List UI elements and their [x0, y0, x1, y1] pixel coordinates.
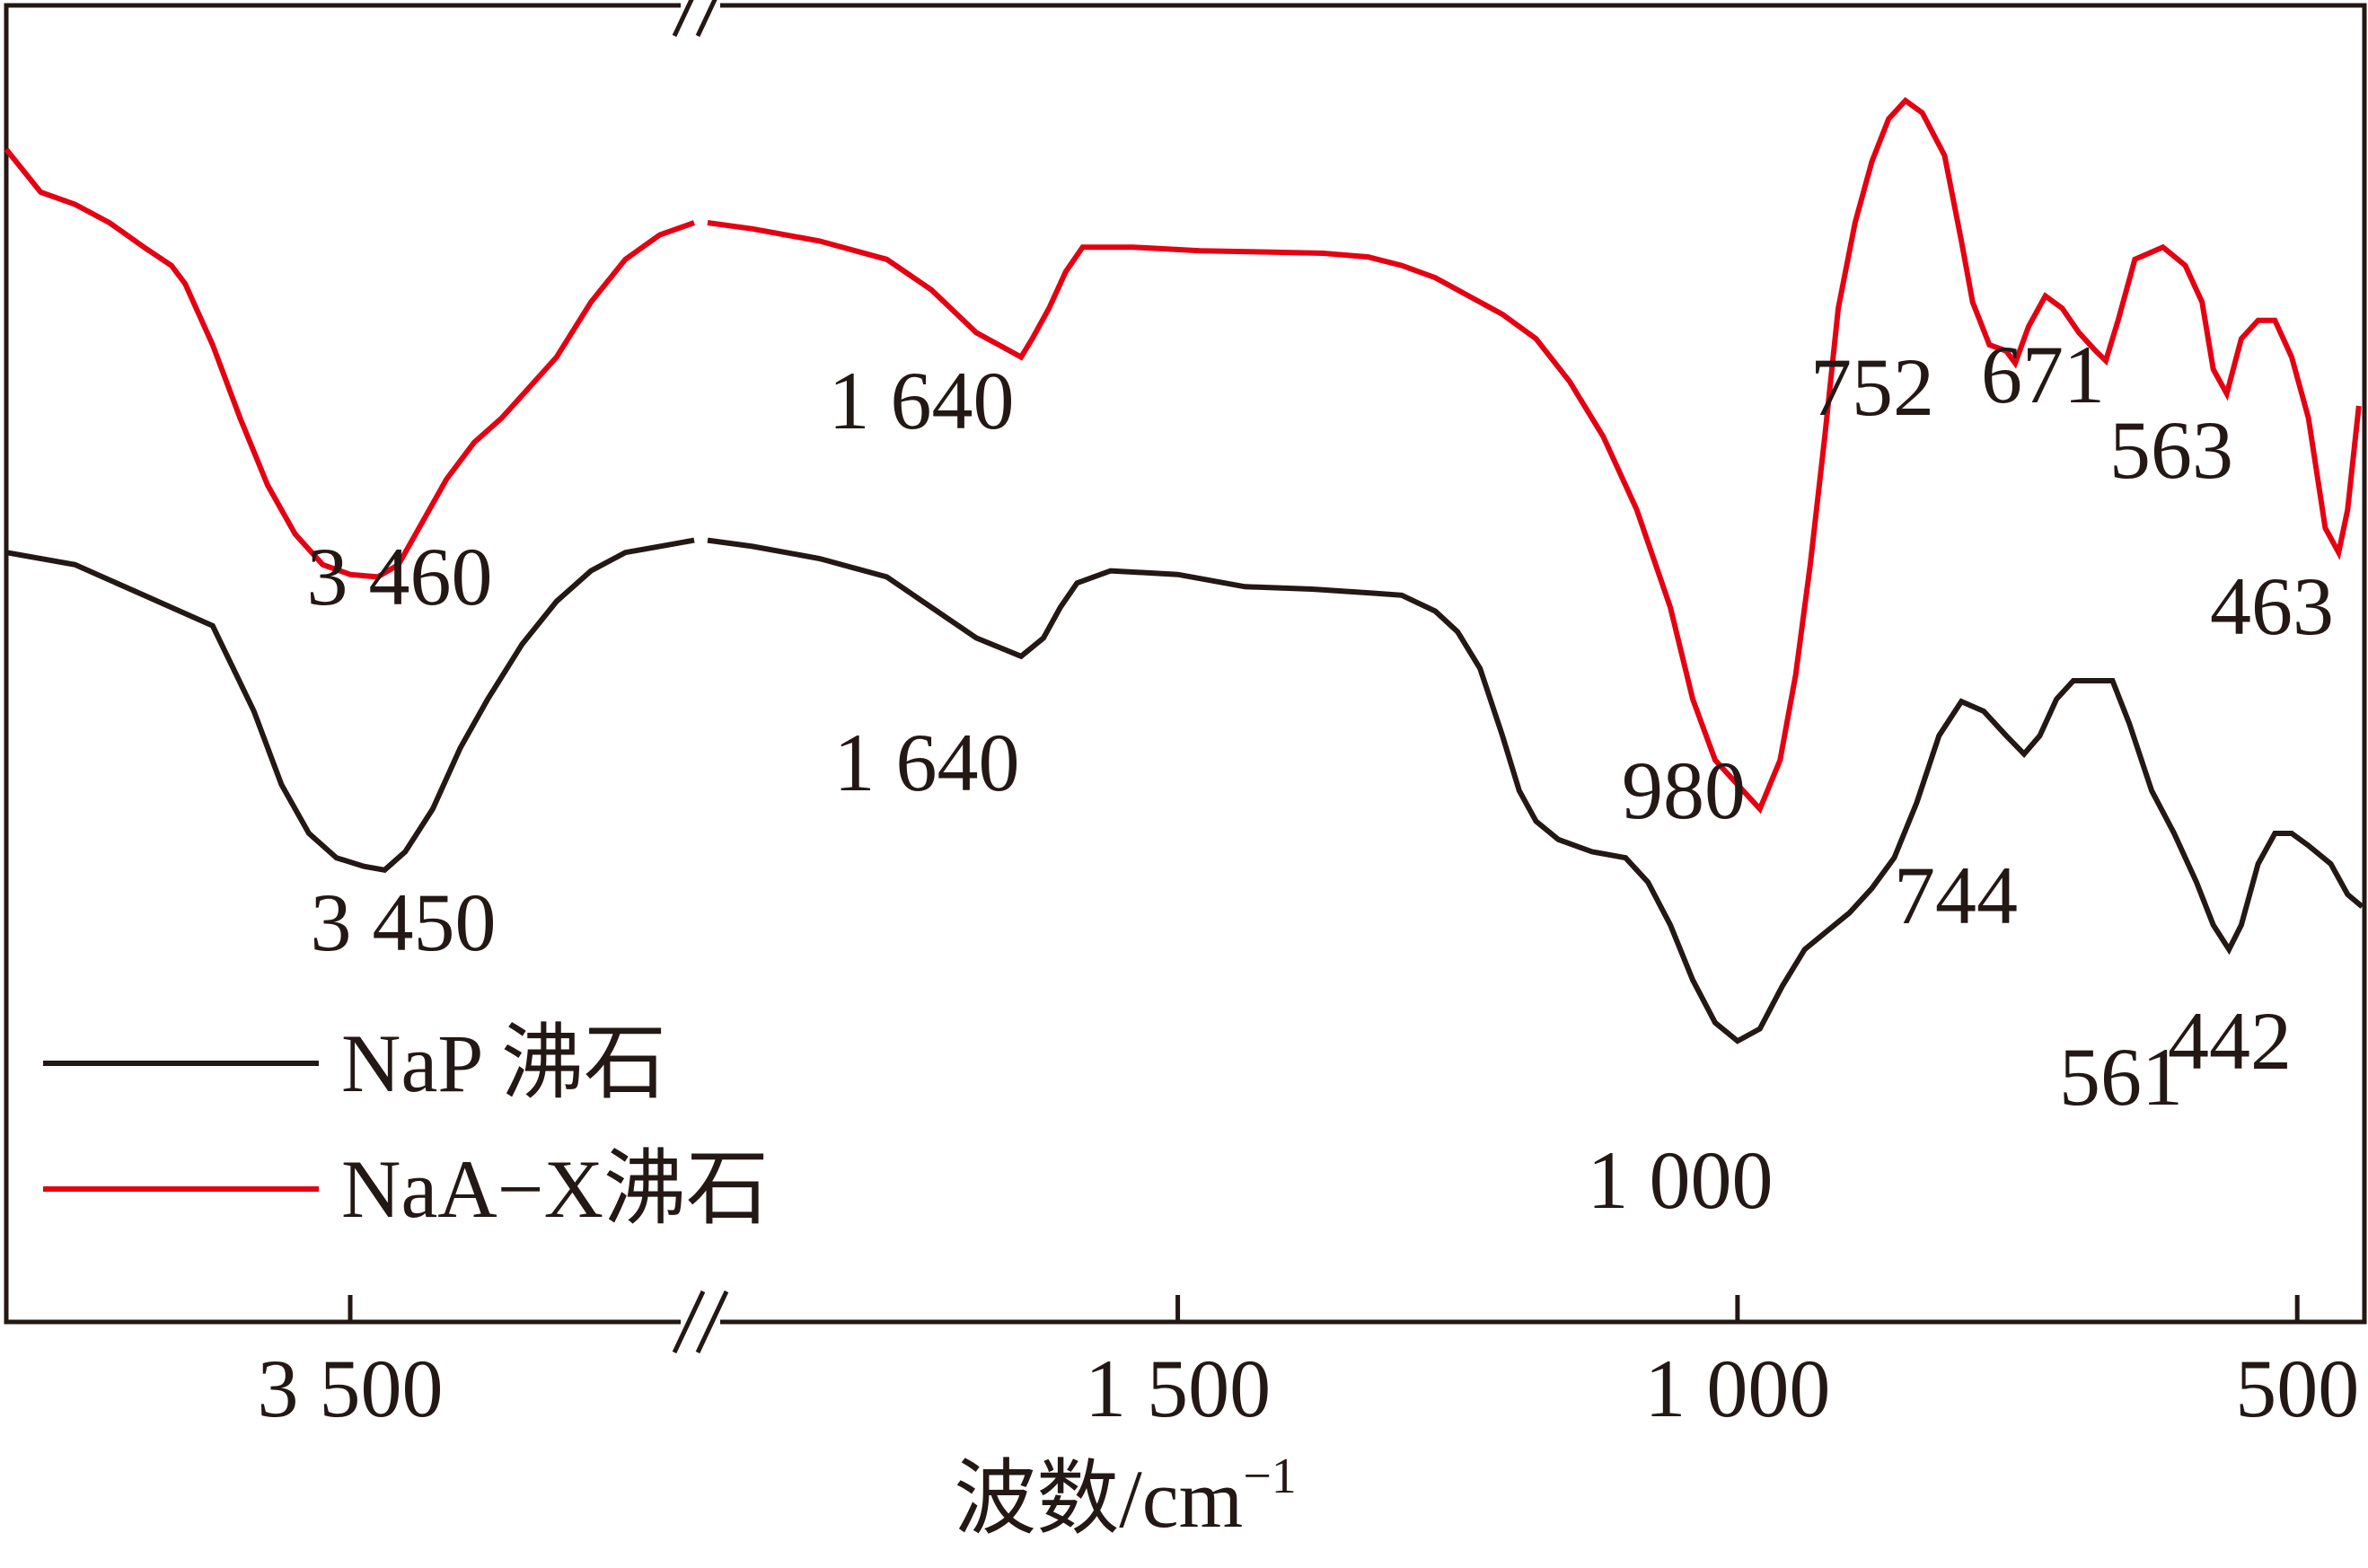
series-1-line-part-1 [5, 537, 695, 874]
peak-label-nap-13: 442 [2168, 995, 2292, 1087]
x-axis-title-main: 波数/cm [954, 1453, 1243, 1545]
x-tick-label-3: 1 000 [1644, 1343, 1830, 1434]
peak-label-nap-8: 3 450 [311, 876, 497, 968]
legend: NaP 沸石 NaA−X沸石 [43, 1017, 769, 1235]
plot-frame [4, 3, 2367, 1325]
peak-label-nap-11: 744 [1894, 850, 2018, 941]
x-tick-label-2: 1 500 [1085, 1343, 1271, 1434]
series-2-line-part-1 [4, 147, 696, 580]
peak-label-nap-12: 561 [2059, 1031, 2183, 1123]
axis-break-slash-2 [695, 0, 717, 38]
peak-label-nap-10: 1 000 [1588, 1134, 1774, 1226]
axis-break-slash-2 [695, 1290, 729, 1354]
x-tick-label-1: 3 500 [258, 1343, 444, 1434]
series-2-line-part-2 [707, 96, 2362, 815]
series-1-line-part-2 [707, 537, 2364, 1044]
x-tick-label-4: 500 [2235, 1343, 2359, 1434]
axis-break-slash-1 [672, 1290, 706, 1354]
x-axis-ticks [348, 1295, 2300, 1322]
peak-label-naax-5: 671 [1981, 329, 2105, 420]
peak-label-nap-9: 1 640 [834, 717, 1020, 808]
legend-label-2: NaA−X沸石 [341, 1143, 769, 1235]
x-axis-title-superscript: −1 [1243, 1449, 1297, 1504]
axis-break-bottom [672, 1290, 729, 1354]
peak-label-naax-3: 980 [1622, 744, 1746, 836]
peak-label-naax-4: 752 [1810, 341, 1934, 433]
peak-label-naax-6: 563 [2109, 404, 2233, 496]
x-axis-tick-labels: 3 500 1 500 1 000 500 [258, 1343, 2360, 1434]
x-axis-title: 波数/cm−1 [954, 1449, 1297, 1545]
peak-label-naax-7: 463 [2210, 560, 2334, 652]
legend-label-1: NaP 沸石 [341, 1017, 666, 1109]
axis-break-slash-1 [672, 0, 694, 38]
peak-label-naax-1: 3 460 [307, 531, 493, 622]
series-lines [4, 96, 2364, 1044]
peak-label-naax-2: 1 640 [829, 355, 1015, 446]
axis-break-top [672, 0, 720, 38]
